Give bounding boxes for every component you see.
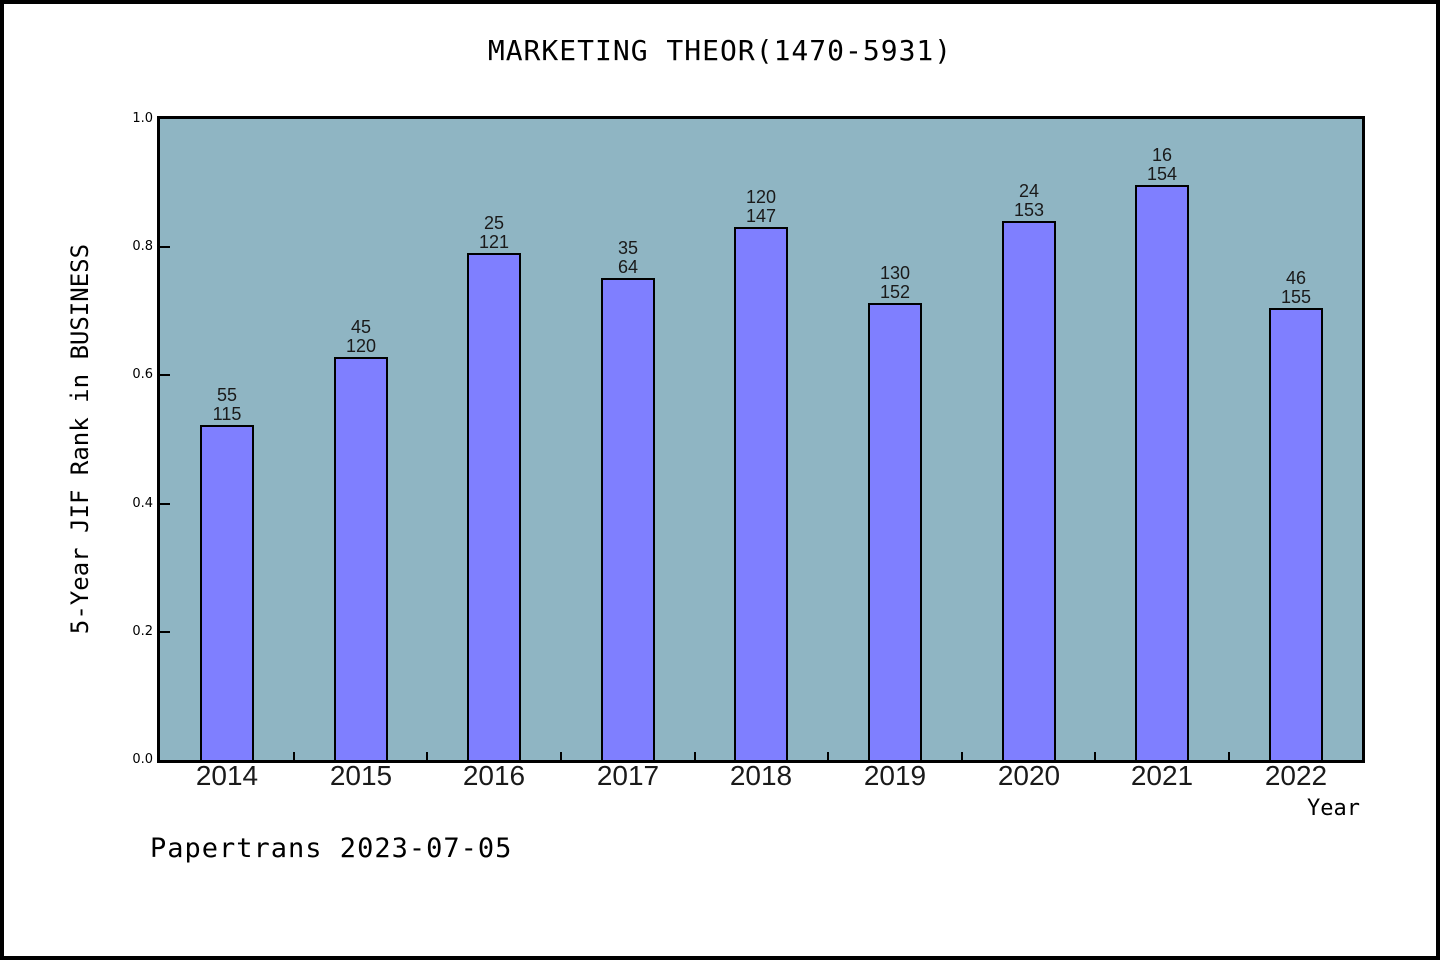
- x-minor-tick: [560, 752, 562, 760]
- y-tick-mark: [160, 374, 170, 376]
- bar-value-label: 25 121: [478, 213, 510, 252]
- y-tick-label: 0.6: [132, 367, 153, 382]
- bar-2015: [334, 357, 388, 760]
- y-tick-mark: [160, 631, 170, 633]
- bar-2022: [1269, 308, 1323, 760]
- bar-value-label: 45 120: [345, 317, 377, 356]
- y-tick-label: 0.0: [132, 752, 153, 767]
- bar-2014: [200, 425, 254, 760]
- y-tick-mark: [160, 503, 170, 505]
- x-tick-label-2019: 2019: [863, 760, 927, 791]
- bar-value-label: 120 147: [745, 187, 777, 226]
- x-tick-label-2015: 2015: [329, 760, 393, 791]
- y-axis-title: 5-Year JIF Rank in BUSINESS: [66, 243, 94, 635]
- bar-2016: [467, 253, 521, 760]
- bar-value-label: 130 152: [879, 263, 911, 302]
- x-tick-label-2020: 2020: [997, 760, 1061, 791]
- bar-value-label: 46 155: [1280, 268, 1312, 307]
- bar-2017: [601, 278, 655, 760]
- bar-value-label: 16 154: [1146, 145, 1178, 184]
- y-tick-label: 0.2: [132, 624, 153, 639]
- y-tick-label: 1.0: [132, 111, 153, 126]
- x-tick-label-2022: 2022: [1264, 760, 1328, 791]
- bar-value-label: 55 115: [212, 385, 242, 424]
- x-axis-title: Year: [1307, 796, 1360, 821]
- x-tick-label-2021: 2021: [1130, 760, 1194, 791]
- x-tick-label-2017: 2017: [596, 760, 660, 791]
- y-tick-label: 0.8: [132, 239, 153, 254]
- x-minor-tick: [1228, 752, 1230, 760]
- plot-area: 55 115 45 120 25 121 35 64 120 147 130 152 24 153 16 15…: [157, 116, 1365, 763]
- x-minor-tick: [1094, 752, 1096, 760]
- bar-value-label: 24 153: [1013, 181, 1045, 220]
- bar-2018: [734, 227, 788, 760]
- bar-2020: [1002, 221, 1056, 760]
- watermark-text: Papertrans 2023-07-05: [150, 833, 513, 864]
- x-minor-tick: [426, 752, 428, 760]
- chart-title: MARKETING THEOR(1470-5931): [487, 34, 953, 67]
- x-tick-label-2014: 2014: [195, 760, 259, 791]
- x-minor-tick: [293, 752, 295, 760]
- x-tick-label-2018: 2018: [729, 760, 793, 791]
- bar-2021: [1135, 185, 1189, 760]
- bar-2019: [868, 303, 922, 760]
- x-minor-tick: [961, 752, 963, 760]
- x-minor-tick: [694, 752, 696, 760]
- y-tick-mark: [160, 246, 170, 248]
- y-tick-label: 0.4: [132, 496, 153, 511]
- x-minor-tick: [827, 752, 829, 760]
- bar-value-label: 35 64: [617, 238, 639, 277]
- x-tick-label-2016: 2016: [462, 760, 526, 791]
